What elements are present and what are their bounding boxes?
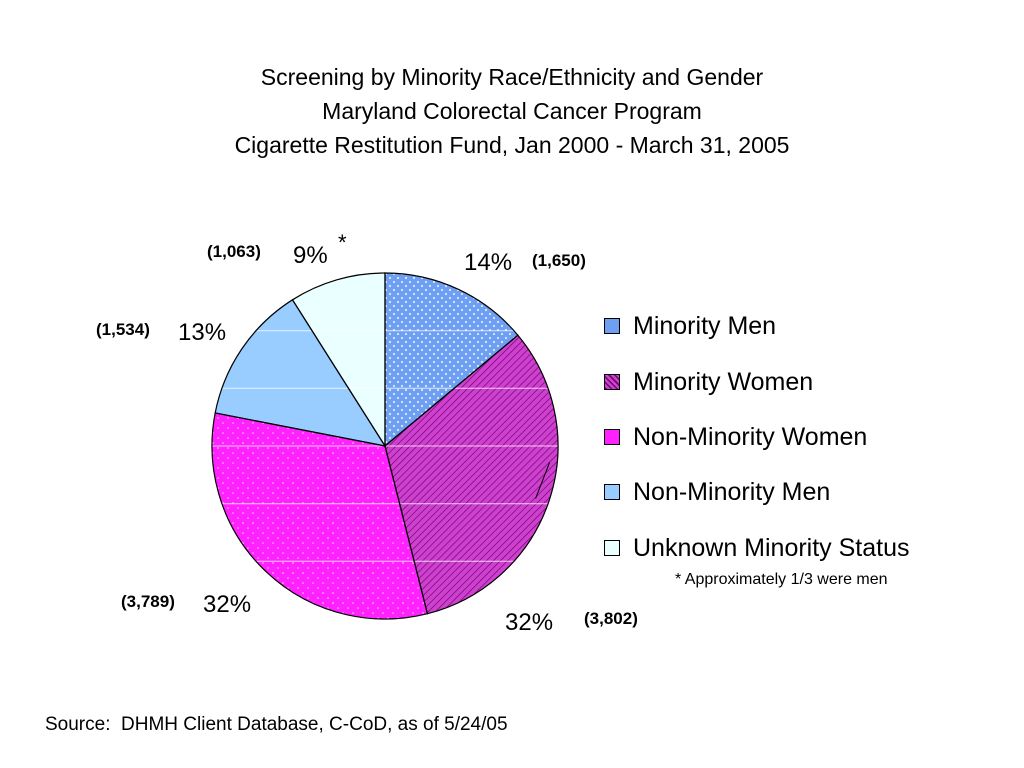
slice-label-non-minority-women-percent: 32% xyxy=(203,591,251,618)
source-note: Source: DHMH Client Database, C-CoD, as … xyxy=(45,714,508,735)
legend-swatch-non-minority-women xyxy=(604,429,620,445)
pie-slice-non-minority-men xyxy=(215,299,385,446)
chart-title: Screening by Minority Race/Ethnicity and… xyxy=(0,60,1024,162)
pie-slice-outline-non-minority-women xyxy=(211,412,429,620)
legend-label-minority-men: Minority Men xyxy=(633,312,777,340)
slice-label-minority-women-percent: 32% xyxy=(505,609,553,636)
footnote: * Approximately 1/3 were men xyxy=(675,571,888,588)
slice-label-unknown-asterisk: * xyxy=(338,230,347,255)
chart-title-line-1: Screening by Minority Race/Ethnicity and… xyxy=(260,64,764,90)
pie-slice-minority-women xyxy=(385,335,558,614)
leader-line-minority-women xyxy=(535,462,551,499)
pie-slice-outline-unknown-minority-status xyxy=(291,272,386,449)
pie-slice-outline-minority-women xyxy=(384,334,559,615)
slice-label-unknown-count: (1,063) xyxy=(207,242,261,261)
legend-swatch-unknown xyxy=(604,540,620,556)
slice-label-minority-men-count: (1,650) xyxy=(532,251,586,270)
slice-label-minority-men-percent: 14% xyxy=(464,249,512,276)
pie-slice-outline-non-minority-men xyxy=(214,298,387,447)
pie-slice-outline-minority-men xyxy=(384,272,519,448)
legend-swatch-non-minority-men xyxy=(604,484,620,500)
legend-label-non-minority-men: Non-Minority Men xyxy=(633,478,831,506)
chart-title-line-3: Cigarette Restitution Fund, Jan 2000 - M… xyxy=(234,132,790,158)
pie-slice-minority-men xyxy=(385,273,518,446)
chart-title-line-2: Maryland Colorectal Cancer Program xyxy=(322,98,702,124)
slice-label-non-minority-men-percent: 13% xyxy=(178,319,226,346)
legend-label-minority-women: Minority Women xyxy=(633,368,814,396)
pie-slice-unknown-minority-status xyxy=(292,273,385,446)
legend-swatch-minority-women xyxy=(604,374,620,390)
legend-swatch-minority-men xyxy=(604,318,620,334)
slice-label-minority-women-count: (3,802) xyxy=(584,609,638,628)
pie-slice-non-minority-women xyxy=(211,412,428,619)
legend-label-unknown: Unknown Minority Status xyxy=(633,534,910,562)
slice-label-non-minority-women-count: (3,789) xyxy=(121,592,175,611)
slice-label-unknown-percent: 9% xyxy=(293,242,328,269)
legend-label-non-minority-women: Non-Minority Women xyxy=(633,423,868,451)
slice-label-non-minority-men-count: (1,534) xyxy=(96,320,150,339)
